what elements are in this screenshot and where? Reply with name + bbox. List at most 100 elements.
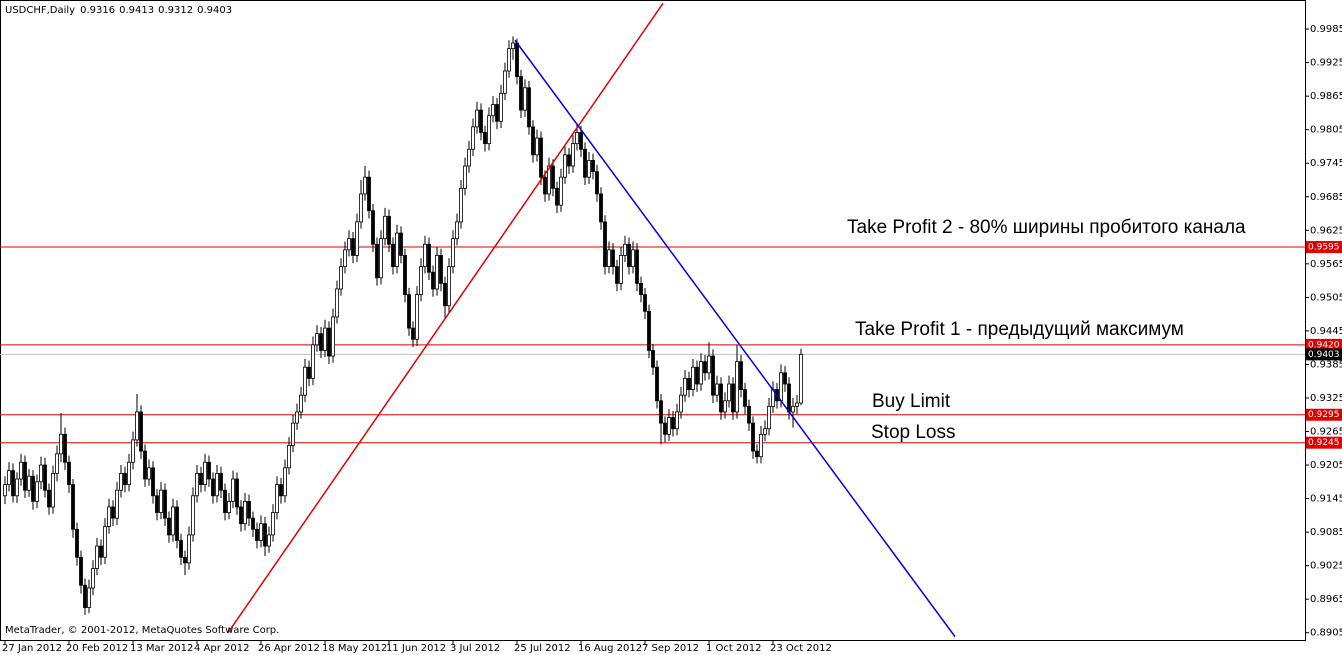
candle-body — [443, 282, 447, 307]
candle-body — [579, 132, 583, 150]
candle-body — [427, 243, 431, 273]
candle-body — [759, 433, 763, 458]
candle-body — [735, 361, 739, 413]
candle-body — [139, 411, 143, 452]
trendline — [227, 2, 664, 634]
price-level-box — [1306, 241, 1342, 254]
candle-body — [571, 143, 575, 167]
price-level-box — [1306, 436, 1342, 449]
candle-body — [371, 210, 375, 245]
candle-body — [431, 271, 435, 290]
chart-header: USDCHF,Daily 0.9316 0.9413 0.9312 0.9403 — [5, 5, 232, 16]
candle-body — [79, 556, 83, 586]
candle-body — [263, 523, 267, 547]
candle-body — [131, 439, 135, 463]
candle-body — [675, 411, 679, 430]
candle-body — [595, 171, 599, 195]
candle-body — [231, 478, 235, 502]
candle-body — [319, 333, 323, 351]
candle-body — [723, 400, 727, 413]
candle-body — [83, 584, 87, 608]
x-tick-label: 18 May 2012 — [322, 643, 387, 654]
candle-body — [607, 249, 611, 268]
candle-body — [767, 405, 771, 430]
candle-body — [407, 294, 411, 329]
candle-body — [611, 249, 615, 268]
candle-body — [67, 461, 71, 486]
candle-body — [475, 109, 479, 128]
candle-body — [199, 473, 203, 486]
candle-body — [351, 238, 355, 256]
candle-body — [123, 473, 127, 486]
candle-body — [787, 383, 791, 413]
candle-body — [527, 87, 531, 128]
candle-body — [47, 489, 51, 508]
candle-body — [459, 187, 463, 223]
candle-body — [563, 154, 567, 178]
y-tick-label: 0.9865 — [1310, 91, 1342, 102]
candle-body — [327, 327, 331, 357]
candle-body — [107, 506, 111, 527]
price-level-label: 0.9595 — [1308, 243, 1340, 253]
candle-body — [795, 402, 799, 407]
candle-body — [523, 87, 527, 111]
candle-body — [203, 461, 207, 486]
candle-body — [127, 461, 131, 486]
price-level-box — [1306, 408, 1342, 421]
candle-body — [619, 255, 623, 284]
candle-body — [223, 489, 227, 513]
candle-body — [219, 473, 223, 491]
y-tick-label: 0.9145 — [1310, 494, 1342, 505]
candle-body — [167, 517, 171, 536]
candle-body — [727, 383, 731, 402]
candle-body — [627, 243, 631, 268]
candle-body — [391, 243, 395, 268]
candle-body — [483, 132, 487, 145]
candle-body — [679, 394, 683, 413]
candle-body — [191, 495, 195, 536]
candle-body — [455, 221, 459, 240]
y-tick-label: 0.9505 — [1310, 292, 1342, 303]
candle-body — [743, 389, 747, 407]
candle-body — [423, 243, 427, 268]
candle-body — [95, 545, 99, 569]
candle-body — [687, 378, 691, 390]
y-tick-label: 0.9265 — [1310, 427, 1342, 438]
candle-body — [567, 154, 571, 167]
candle-body — [647, 310, 651, 351]
candle-body — [23, 461, 27, 491]
candle-body — [519, 76, 523, 111]
candle-body — [43, 464, 47, 491]
candle-body — [163, 489, 167, 519]
candle-body — [75, 528, 79, 558]
candle-body — [63, 433, 67, 463]
candle-body — [87, 587, 91, 608]
current-price-box — [1306, 348, 1342, 361]
candle-body — [447, 266, 451, 307]
candle-body — [323, 327, 327, 351]
candle-body — [439, 255, 443, 284]
candle-body — [763, 428, 767, 435]
candle-body — [471, 126, 475, 150]
candle-body — [491, 104, 495, 117]
candle-body — [631, 249, 635, 268]
candle-body — [3, 484, 7, 497]
candle-body — [719, 383, 723, 413]
candle-body — [535, 137, 539, 156]
candle-body — [683, 378, 687, 396]
candle-body — [691, 366, 695, 390]
candle-body — [779, 372, 783, 402]
candle-body — [551, 165, 555, 189]
candle-body — [99, 545, 103, 558]
candle-body — [147, 467, 151, 480]
candle-body — [587, 160, 591, 178]
candle-body — [695, 366, 699, 385]
candle-body — [355, 221, 359, 256]
candle-body — [275, 484, 279, 513]
candle-body — [411, 327, 415, 340]
y-tick-label: 0.9805 — [1310, 125, 1342, 136]
y-tick-label: 0.8905 — [1310, 628, 1342, 639]
candle-body — [435, 255, 439, 290]
chart-title: USDCHF,Daily — [5, 5, 75, 16]
candle-body — [235, 478, 239, 508]
